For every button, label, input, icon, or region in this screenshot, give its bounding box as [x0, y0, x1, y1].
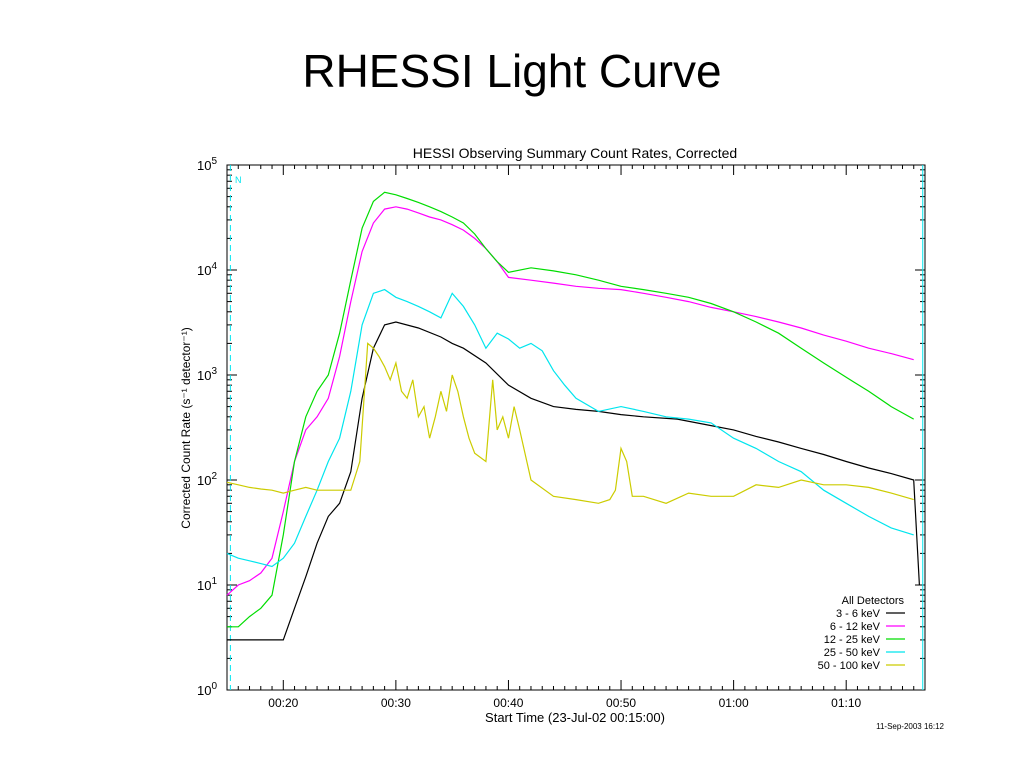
y-tick-label: 105 [197, 156, 217, 173]
y-tick-label: 104 [197, 261, 217, 278]
footnote: 11-Sep-2003 16:12 [876, 722, 944, 731]
series-line-1 [226, 206, 914, 596]
x-tick-label: 01:10 [831, 696, 861, 710]
y-tick-label: 102 [197, 471, 217, 488]
series-line-0 [227, 321, 920, 641]
x-tick-label: 00:40 [493, 696, 523, 710]
series-line-4 [226, 342, 914, 504]
y-tick-label: 101 [197, 576, 217, 593]
legend-label-0: 3 - 6 keV [836, 608, 881, 620]
x-tick-label: 00:30 [381, 696, 411, 710]
legend-label-3: 25 - 50 keV [824, 647, 881, 659]
x-axis-label: Start Time (23-Jul-02 00:15:00) [485, 710, 665, 725]
chart-title: HESSI Observing Summary Count Rates, Cor… [413, 145, 737, 161]
x-tick-label: 01:00 [719, 696, 749, 710]
legend-label-4: 50 - 100 keV [818, 660, 881, 672]
y-tick-label: 100 [197, 681, 217, 698]
x-tick-label: 00:50 [606, 696, 636, 710]
series-line-3 [226, 288, 914, 568]
x-tick-label: 00:20 [268, 696, 298, 710]
plot-frame [226, 164, 926, 691]
marker-label: N [235, 175, 242, 185]
slide-title: RHESSI Light Curve [302, 45, 722, 97]
y-tick-label: 103 [197, 366, 217, 383]
series-line-2 [227, 191, 914, 628]
legend-label-1: 6 - 12 keV [830, 621, 881, 633]
legend-title: All Detectors [842, 595, 905, 607]
legend-label-2: 12 - 25 keV [824, 634, 881, 646]
y-axis-label: Corrected Count Rate (s⁻¹ detector⁻¹) [179, 327, 193, 528]
